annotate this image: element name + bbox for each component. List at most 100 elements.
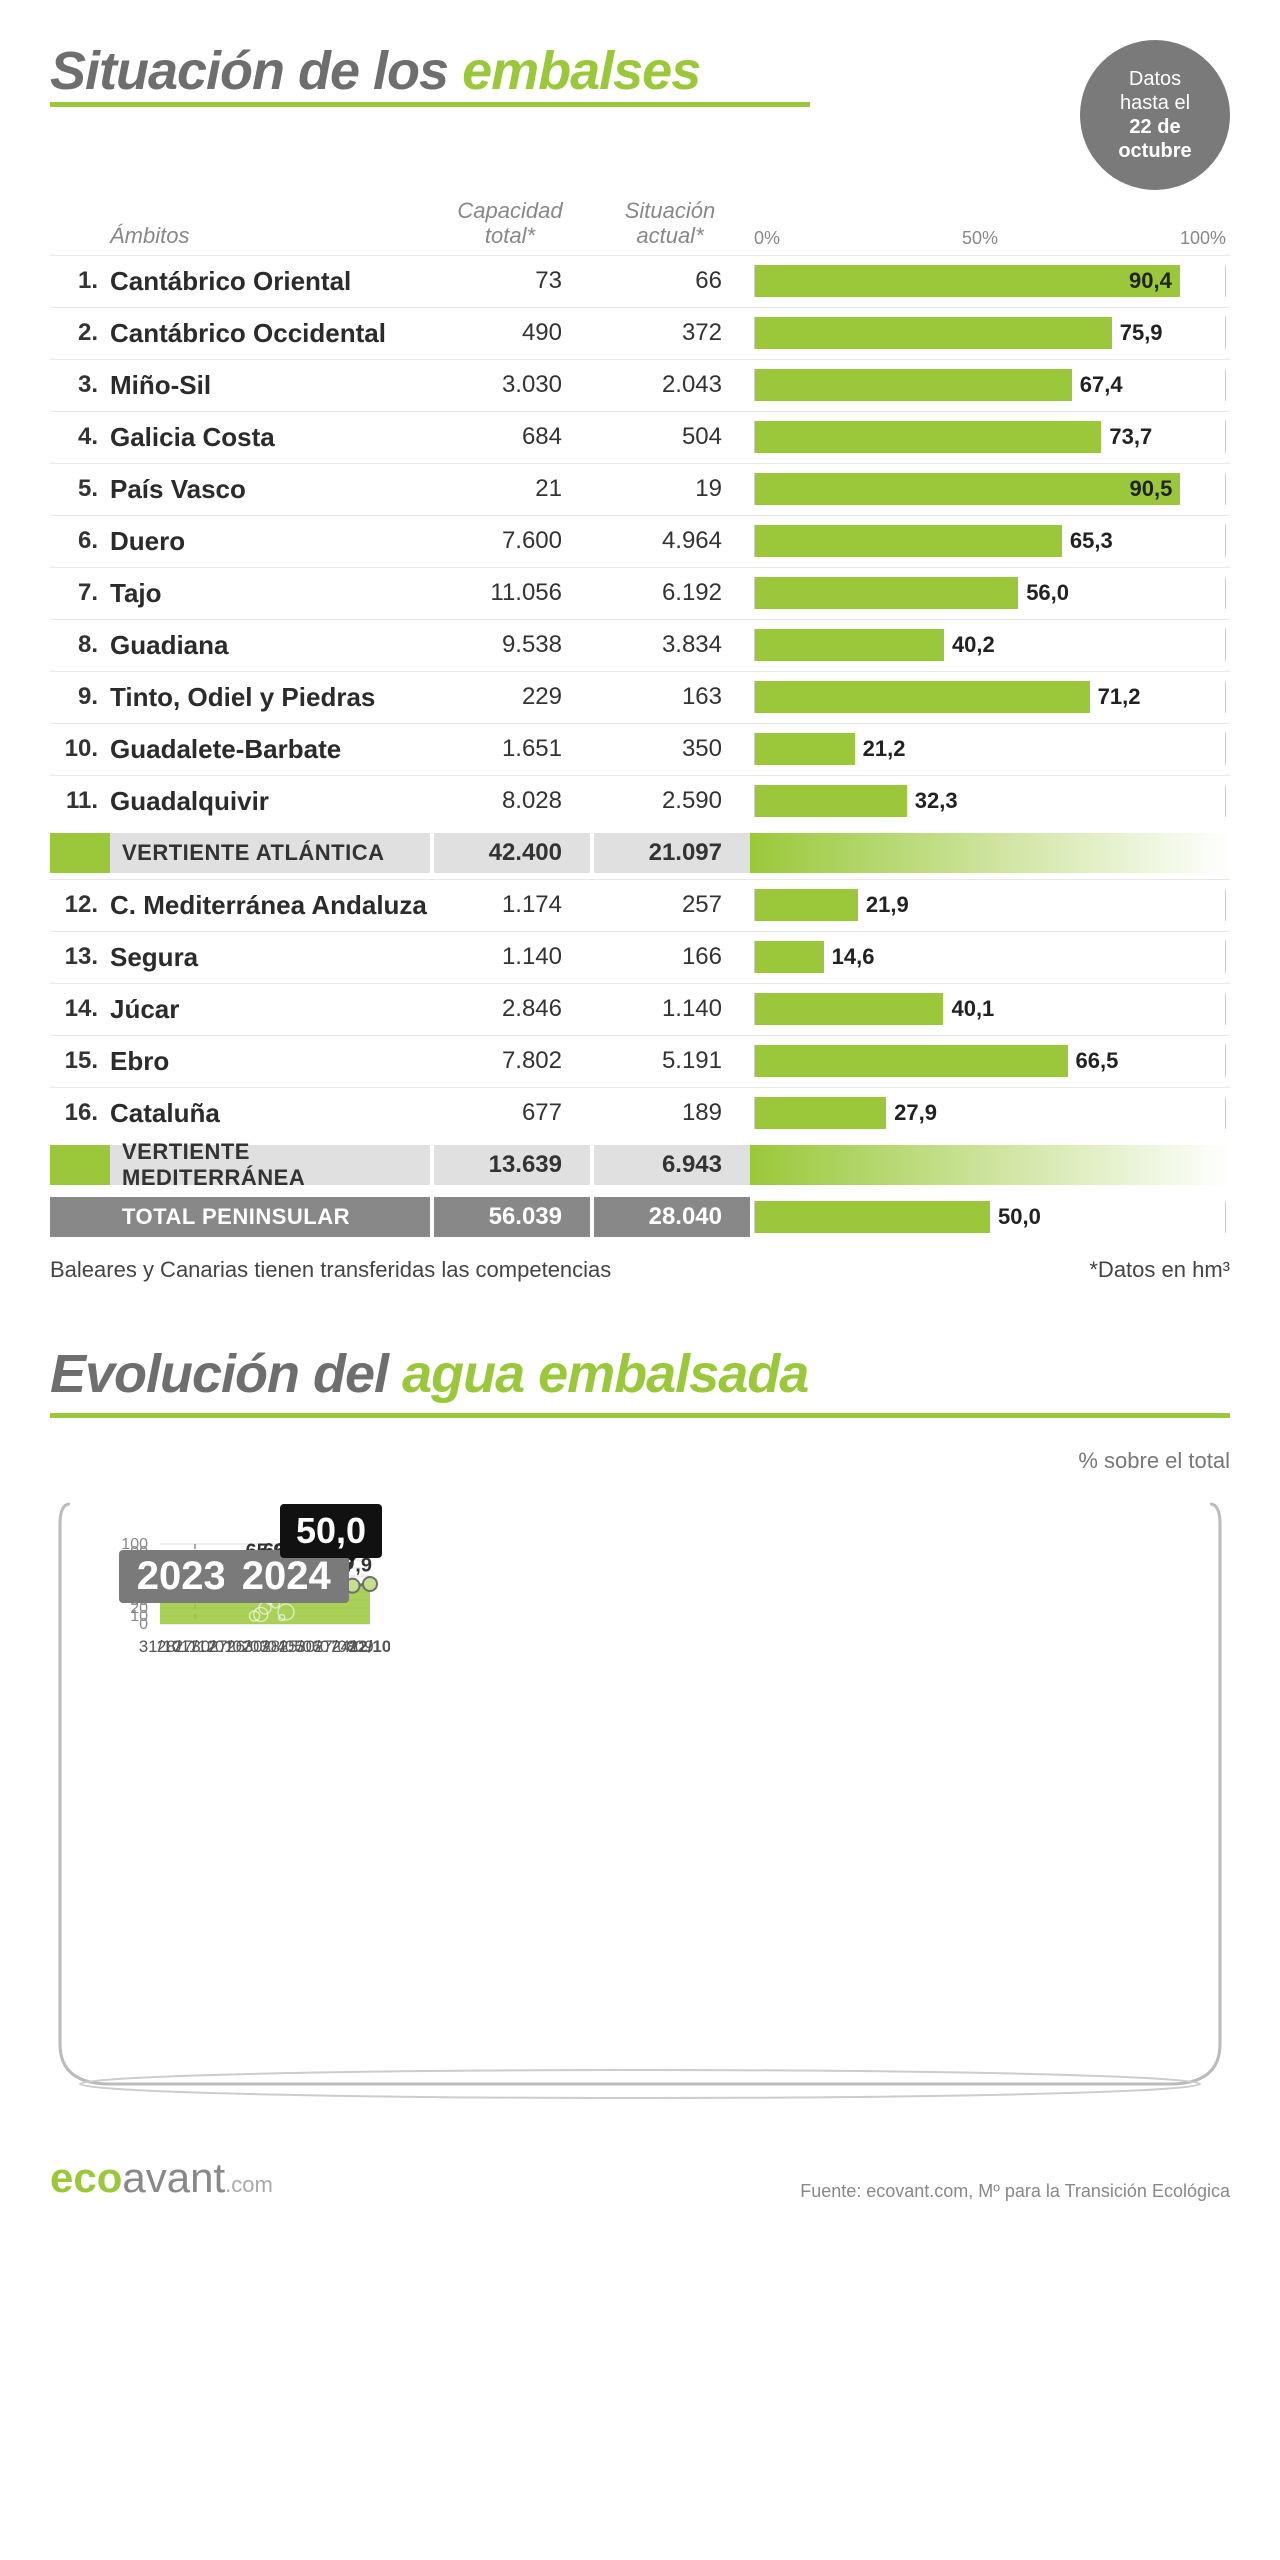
row-cur: 2.043 (590, 371, 750, 399)
table-footnote: Baleares y Canarias tienen transferidas … (50, 1257, 1230, 1283)
summary-cur: 6.943 (594, 1145, 750, 1185)
row-cur: 350 (590, 735, 750, 763)
row-cur: 2.590 (590, 787, 750, 815)
summary-fade (750, 1145, 1230, 1185)
logo-domain: .com (225, 2172, 273, 2197)
bar-value: 73,7 (1101, 424, 1152, 450)
table-row: 13. Segura 1.140 166 14,6 (50, 931, 1230, 983)
row-name: Cataluña (110, 1098, 430, 1129)
row-cap: 1.140 (430, 943, 590, 971)
row-bar: 27,9 (750, 1093, 1230, 1133)
row-cur: 504 (590, 423, 750, 451)
table-header: Ámbitos Capacidad total* Situación actua… (50, 198, 1230, 255)
row-cap: 677 (430, 1099, 590, 1127)
row-num: 4. (50, 423, 110, 451)
total-bar: 50,0 (750, 1197, 1230, 1237)
table-row: 15. Ebro 7.802 5.191 66,5 (50, 1035, 1230, 1087)
table-row: 11. Guadalquivir 8.028 2.590 32,3 (50, 775, 1230, 827)
total-cap: 56.039 (434, 1197, 590, 1237)
table-row: 10. Guadalete-Barbate 1.651 350 21,2 (50, 723, 1230, 775)
row-num: 6. (50, 527, 110, 555)
row-name: Guadiana (110, 630, 430, 661)
row-cap: 2.846 (430, 995, 590, 1023)
summary-mediterranea: VERTIENTE MEDITERRÁNEA 13.639 6.943 (50, 1139, 1230, 1191)
row-bar: 21,9 (750, 885, 1230, 925)
row-cap: 684 (430, 423, 590, 451)
bar-value: 90,4 (1129, 268, 1172, 294)
col-situacion: Situación actual* (590, 198, 750, 249)
bar-value: 66,5 (1068, 1048, 1119, 1074)
header: Situación de los embalses Datos hasta el… (50, 40, 1230, 190)
row-name: Ebro (110, 1046, 430, 1077)
table-row: 9. Tinto, Odiel y Piedras 229 163 71,2 (50, 671, 1230, 723)
bar-value: 75,9 (1112, 320, 1163, 346)
evolution-chart: 010203040506070809010037,943,446,150,852… (50, 1484, 1230, 2104)
row-bar: 67,4 (750, 365, 1230, 405)
bar-value: 21,9 (858, 892, 909, 918)
row-num: 3. (50, 371, 110, 399)
main-title: Situación de los embalses (50, 40, 810, 102)
title-highlight: embalses (462, 41, 700, 101)
evolution-sub: % sobre el total (50, 1448, 1230, 1474)
row-cap: 1.174 (430, 891, 590, 919)
row-num: 7. (50, 579, 110, 607)
table-row: 8. Guadiana 9.538 3.834 40,2 (50, 619, 1230, 671)
row-cur: 19 (590, 475, 750, 503)
row-num: 9. (50, 683, 110, 711)
row-bar: 90,5 (750, 469, 1230, 509)
bar-value: 67,4 (1072, 372, 1123, 398)
bar-value: 32,3 (907, 788, 958, 814)
logo-eco: eco (50, 2154, 122, 2201)
logo-avant: avant (122, 2154, 225, 2201)
title-highlight: agua embalsada (402, 1344, 808, 1404)
summary-cap: 13.639 (434, 1145, 590, 1185)
summary-cur: 21.097 (594, 833, 750, 873)
logo: ecoavant.com (50, 2154, 273, 2202)
row-bar: 21,2 (750, 729, 1230, 769)
row-cur: 6.192 (590, 579, 750, 607)
row-cap: 11.056 (430, 579, 590, 607)
footnote-right: *Datos en hm³ (1089, 1257, 1230, 1283)
title-underline (50, 102, 810, 107)
row-num: 10. (50, 735, 110, 763)
row-cap: 490 (430, 319, 590, 347)
table-row: 16. Cataluña 677 189 27,9 (50, 1087, 1230, 1139)
bar-value: 27,9 (886, 1100, 937, 1126)
row-name: País Vasco (110, 474, 430, 505)
row-cap: 9.538 (430, 631, 590, 659)
row-num: 12. (50, 891, 110, 919)
row-cap: 7.600 (430, 527, 590, 555)
title-pre: Evolución del (50, 1344, 402, 1404)
bar-value: 40,2 (944, 632, 995, 658)
summary-name: VERTIENTE ATLÁNTICA (110, 833, 430, 873)
row-num: 16. (50, 1099, 110, 1127)
row-name: C. Mediterránea Andaluza (110, 890, 430, 921)
bar-value: 65,3 (1062, 528, 1113, 554)
row-num: 14. (50, 995, 110, 1023)
table-row: 7. Tajo 11.056 6.192 56,0 (50, 567, 1230, 619)
reservoir-table: Ámbitos Capacidad total* Situación actua… (50, 198, 1230, 1283)
year-badge-2024: 2024 (224, 1550, 349, 1603)
bar-value: 71,2 (1090, 684, 1141, 710)
title-pre: Situación de los (50, 41, 462, 101)
row-num: 2. (50, 319, 110, 347)
badge-line: Datos (1129, 67, 1181, 91)
summary-fade (750, 833, 1230, 873)
total-name: TOTAL PENINSULAR (110, 1197, 430, 1237)
summary-cap: 42.400 (434, 833, 590, 873)
row-num: 1. (50, 267, 110, 295)
row-bar: 40,2 (750, 625, 1230, 665)
row-cap: 8.028 (430, 787, 590, 815)
date-badge: Datos hasta el 22 de octubre (1080, 40, 1230, 190)
scale-tick: 100% (1180, 228, 1226, 249)
row-bar: 90,4 (750, 261, 1230, 301)
row-cur: 3.834 (590, 631, 750, 659)
row-bar: 71,2 (750, 677, 1230, 717)
table-row: 1. Cantábrico Oriental 73 66 90,4 (50, 255, 1230, 307)
row-name: Cantábrico Occidental (110, 318, 430, 349)
row-name: Cantábrico Oriental (110, 266, 430, 297)
row-name: Guadalquivir (110, 786, 430, 817)
table-row: 12. C. Mediterránea Andaluza 1.174 257 2… (50, 879, 1230, 931)
row-cap: 1.651 (430, 735, 590, 763)
row-cur: 4.964 (590, 527, 750, 555)
